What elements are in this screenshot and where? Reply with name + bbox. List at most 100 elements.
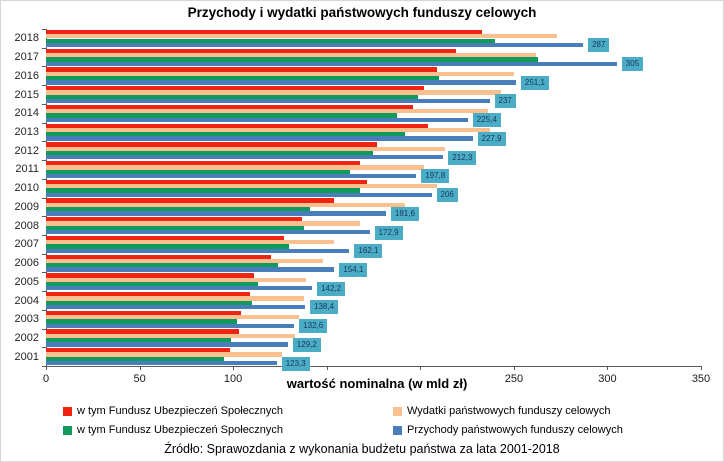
bar [46,71,514,76]
bar [46,142,378,147]
bar [46,192,432,197]
legend-swatch-icon [393,425,402,435]
x-axis-tick [701,366,702,370]
y-axis-tick [42,29,46,30]
legend-label: Wydatki państwowych funduszy celowych [407,405,611,417]
legend-swatch-icon [393,406,402,416]
bar [46,29,482,35]
x-axis-tick-label: 350 [691,373,711,385]
data-label: 132,6 [299,319,328,334]
bar [46,277,307,282]
x-axis-tick-label: 250 [504,373,524,385]
y-axis-tick [42,328,46,330]
x-axis-tick-label: 0 [42,373,50,385]
x-axis [46,366,702,367]
data-label: 162,1 [354,244,383,259]
bar [46,207,310,212]
bar [46,123,428,128]
data-label: 197,8 [421,169,450,184]
bar [46,61,617,66]
y-axis-label: 2018 [14,32,39,45]
bar [46,281,258,287]
data-label: 129,2 [292,337,321,352]
bar [46,94,419,99]
y-axis [46,29,47,367]
y-axis-label: 2011 [15,163,39,176]
bar [46,86,424,91]
bar [46,310,241,316]
y-axis-tick [42,234,46,236]
x-axis-title: wartość nominalna (w mld zł) [251,374,503,394]
bar [46,244,290,249]
bar [46,356,224,362]
x-axis-tick [420,366,422,370]
y-axis-tick [42,85,46,87]
y-axis-tick [42,141,46,143]
y-axis-tick [42,103,46,105]
bar [46,160,361,166]
x-axis-tick [233,366,235,370]
bar [46,304,305,310]
bar [46,150,373,156]
x-axis-tick [513,366,515,370]
x-axis-tick [46,366,47,370]
data-label: 138,4 [310,300,339,315]
y-axis-label: 2003 [14,313,39,326]
y-axis-label: 2012 [14,144,39,157]
bar [46,333,295,339]
bar [46,98,490,104]
bar [46,67,438,72]
y-axis-label: 2017 [14,51,39,64]
y-axis-label: 2009 [14,200,39,213]
y-axis-tick [42,253,46,255]
bar [46,267,335,272]
data-label: 227,9 [477,131,506,146]
bar [46,338,232,343]
bar [46,329,239,334]
y-axis-label: 2015 [14,88,39,101]
y-axis-label: 2013 [14,126,39,138]
bar [46,240,335,245]
legend-item: w tym Fundusz Ubezpieczeń Społecznych [63,422,393,438]
y-axis-label: 2014 [14,107,39,120]
data-label: 172,9 [374,225,403,240]
y-axis-tick [42,309,46,311]
data-label: 154,1 [339,262,368,277]
data-label: 123,3 [281,356,310,371]
legend-item: w tym Fundusz Ubezpieczeń Społecznych [63,403,393,419]
y-axis-label: 2005 [14,275,39,288]
bar [46,221,361,226]
bar [46,42,584,48]
y-axis-label: 2016 [14,69,39,82]
legend-item: Wydatki państwowych funduszy celowych [393,403,673,419]
bar [46,109,488,114]
bar [46,230,370,235]
bar [46,165,424,170]
x-axis-tick-label: 100 [223,373,243,385]
legend-swatch-icon [63,406,72,416]
bar [46,319,237,324]
x-axis-tick-label: 50 [133,373,146,385]
y-axis-label: 2006 [14,257,39,269]
legend-swatch-icon [63,425,72,435]
x-axis-tick-label: 300 [598,373,617,385]
bar [46,183,438,189]
x-axis-tick [326,366,328,370]
bar [46,113,397,118]
bar [46,342,288,347]
bar [46,254,271,259]
y-axis-label: 2007 [14,238,39,251]
y-axis-tick [42,366,46,367]
y-axis-tick [42,197,46,199]
y-axis-tick [42,347,46,349]
bar [46,146,445,151]
bar [46,127,490,133]
bar [46,48,456,53]
bar [46,217,303,222]
bar [46,352,282,357]
y-axis-label: 2001 [14,350,39,363]
y-axis-tick [42,291,46,293]
bar [46,117,468,122]
x-axis-tick [607,366,609,370]
